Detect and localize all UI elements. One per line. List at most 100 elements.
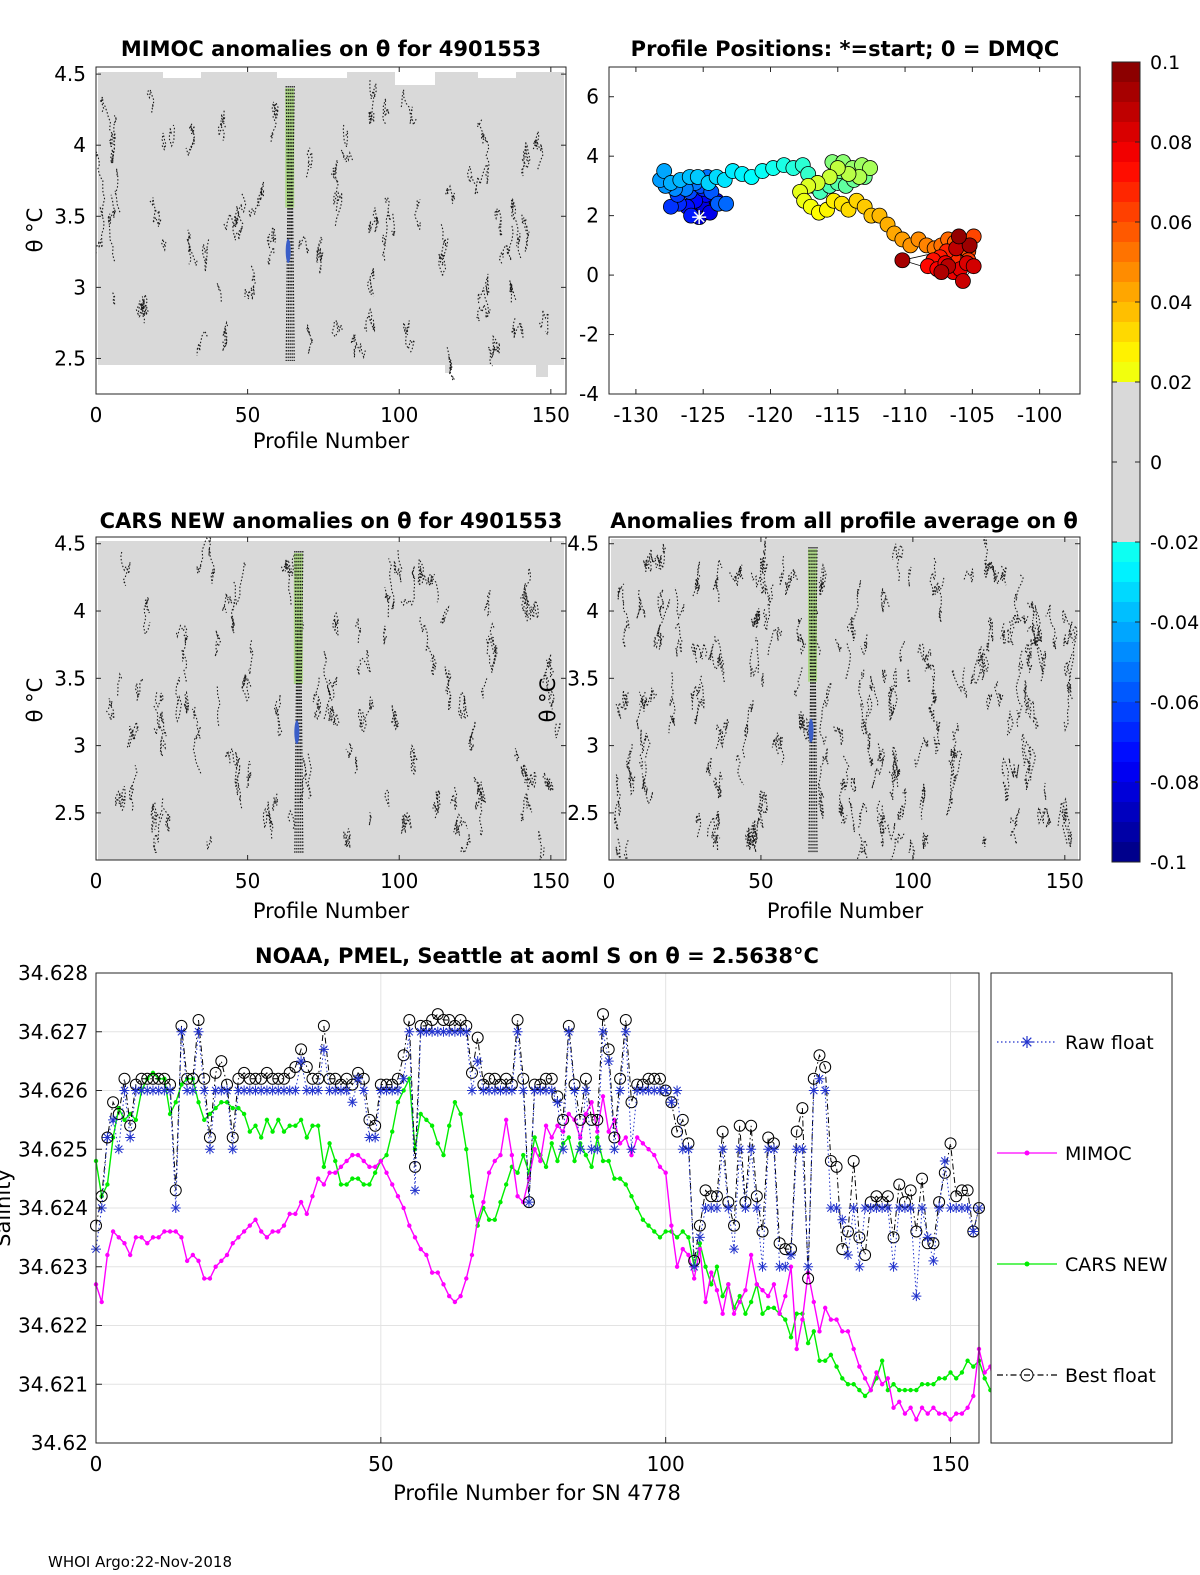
cars-point xyxy=(663,1229,668,1234)
best-point xyxy=(648,1072,661,1085)
contour-line xyxy=(483,589,491,617)
contour-line xyxy=(273,694,283,739)
mimoc-point xyxy=(207,1276,213,1281)
contour-line xyxy=(350,334,366,360)
contour-line xyxy=(762,584,774,633)
contour-line xyxy=(522,567,532,599)
contour-line xyxy=(615,690,629,719)
contour-line xyxy=(891,543,904,582)
contour-line xyxy=(750,608,761,627)
colorbar-block xyxy=(1112,442,1140,463)
cars-point xyxy=(686,1235,691,1240)
contour-line xyxy=(994,681,1004,707)
legend-marker xyxy=(1020,1368,1034,1382)
contour-line xyxy=(126,719,139,748)
raw-point xyxy=(598,1026,609,1037)
raw-point-stroke xyxy=(730,1245,738,1254)
mimoc-point xyxy=(122,1241,127,1246)
contour-line xyxy=(154,810,163,830)
raw-point-stroke xyxy=(245,1086,254,1095)
mimoc-point xyxy=(543,1123,549,1128)
raw-point xyxy=(466,1085,477,1096)
contour-line xyxy=(161,798,171,832)
raw-point xyxy=(187,1085,198,1096)
contour-line xyxy=(460,833,471,855)
best-point xyxy=(887,1231,900,1244)
cars-point xyxy=(270,1129,275,1134)
series-mimoc xyxy=(93,1094,1004,1422)
raw-point-stroke xyxy=(154,1086,163,1095)
cars-point xyxy=(521,1152,526,1158)
mimoc-point xyxy=(407,1223,412,1228)
y-tick-label: 34.62 xyxy=(31,1431,88,1455)
cars-point xyxy=(241,1111,247,1117)
mimoc-xlabel: Profile Number xyxy=(253,429,410,453)
contour-line xyxy=(949,771,953,805)
x-tick-label: -115 xyxy=(815,403,860,427)
raw-point xyxy=(176,1026,187,1037)
cars-point xyxy=(771,1305,777,1311)
track-point xyxy=(961,237,978,254)
raw-point xyxy=(791,1144,802,1155)
raw-point-stroke xyxy=(690,1262,699,1271)
best-point xyxy=(676,1113,689,1126)
mimoc-point xyxy=(634,1135,640,1140)
cars-point xyxy=(817,1358,822,1363)
colorbar-block xyxy=(1112,322,1140,343)
mimoc-point xyxy=(549,1135,554,1140)
raw-point xyxy=(523,1197,534,1208)
anomaly-feature-low xyxy=(294,720,300,745)
colorbar-tick-label: -0.08 xyxy=(1150,772,1199,794)
best-point xyxy=(437,1014,450,1026)
x-tick-label: -110 xyxy=(882,403,927,427)
cars-point xyxy=(259,1135,264,1140)
mimoc-point xyxy=(629,1152,634,1158)
contour-line xyxy=(921,782,926,804)
raw-point xyxy=(318,1044,329,1055)
contour-line xyxy=(298,234,311,255)
x-tick-label: -105 xyxy=(950,403,995,427)
best-point xyxy=(483,1072,496,1085)
contour-line xyxy=(636,691,648,730)
contour-line xyxy=(484,273,490,296)
mimoc-point xyxy=(236,1235,241,1240)
contour-line xyxy=(899,641,906,663)
x-tick-label: 100 xyxy=(647,1452,685,1476)
contour-line xyxy=(354,756,359,774)
y-tick-label: -2 xyxy=(579,323,599,347)
mimoc-tail xyxy=(445,365,451,373)
raw-point xyxy=(558,1144,569,1155)
best-point xyxy=(124,1119,137,1132)
mimoc-tail xyxy=(536,365,548,377)
raw-point-stroke xyxy=(331,1086,340,1095)
cars-point xyxy=(418,1111,423,1117)
raw-point xyxy=(506,1085,517,1096)
y-tick-label: 34.622 xyxy=(18,1314,88,1338)
raw-point-stroke xyxy=(610,1145,619,1154)
best-point xyxy=(249,1072,262,1085)
raw-point-stroke xyxy=(507,1086,516,1095)
anomaly-feature-low xyxy=(285,239,291,263)
colorbar-block xyxy=(1112,282,1140,303)
raw-point xyxy=(860,1203,871,1213)
positions-title: Profile Positions: *=start; 0 = DMQC xyxy=(631,37,1060,61)
raw-point-stroke xyxy=(428,1027,437,1036)
feature-contour xyxy=(290,85,293,362)
contour-line xyxy=(382,625,388,645)
raw-point xyxy=(250,1085,261,1096)
raw-point-stroke xyxy=(456,1027,465,1036)
best-point xyxy=(346,1078,359,1091)
raw-point-stroke xyxy=(900,1204,909,1212)
mimoc-point xyxy=(885,1376,891,1381)
contour-line xyxy=(513,748,520,762)
raw-point xyxy=(347,1097,358,1108)
x-tick-label: 150 xyxy=(931,1452,969,1476)
raw-point xyxy=(552,1097,563,1108)
cars-xlabel: Profile Number xyxy=(253,899,410,923)
colorbar-tick-label: -0.02 xyxy=(1150,532,1199,554)
y-tick-label: 0 xyxy=(586,263,599,287)
mimoc-point xyxy=(179,1235,184,1240)
cars-point xyxy=(737,1293,742,1299)
raw-point-stroke xyxy=(918,1204,926,1212)
raw-point-stroke xyxy=(678,1145,687,1154)
